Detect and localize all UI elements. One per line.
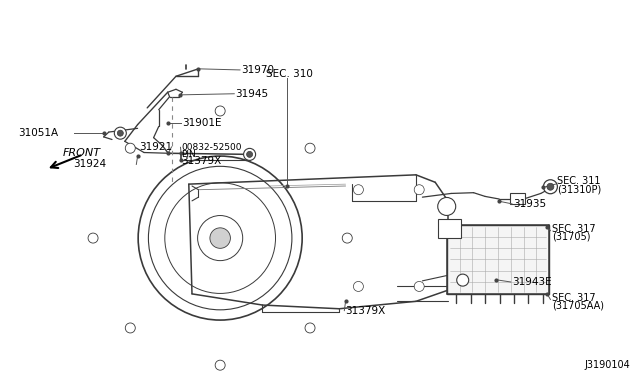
Text: J3190104: J3190104 xyxy=(585,360,630,369)
Circle shape xyxy=(457,274,468,286)
Polygon shape xyxy=(189,175,448,309)
Text: FRONT: FRONT xyxy=(63,148,100,157)
Circle shape xyxy=(353,185,364,195)
Text: SEC. 317: SEC. 317 xyxy=(552,293,595,302)
Circle shape xyxy=(125,323,135,333)
Text: 31921: 31921 xyxy=(140,142,173,152)
Text: 31945: 31945 xyxy=(236,89,269,99)
Circle shape xyxy=(342,233,352,243)
Text: 31970: 31970 xyxy=(241,65,275,75)
Circle shape xyxy=(88,233,98,243)
Text: (31705): (31705) xyxy=(552,231,590,241)
Circle shape xyxy=(543,180,557,194)
Text: SEC. 311: SEC. 311 xyxy=(557,176,600,186)
Text: SEC. 317: SEC. 317 xyxy=(552,224,595,234)
Circle shape xyxy=(125,143,135,153)
Circle shape xyxy=(353,282,364,291)
Circle shape xyxy=(215,106,225,116)
Circle shape xyxy=(244,148,255,160)
Text: (31310P): (31310P) xyxy=(557,185,601,195)
Circle shape xyxy=(246,151,253,157)
Circle shape xyxy=(305,323,315,333)
Polygon shape xyxy=(510,193,525,204)
Text: 31379X: 31379X xyxy=(181,156,221,166)
Polygon shape xyxy=(438,219,461,238)
Ellipse shape xyxy=(210,228,230,248)
Circle shape xyxy=(438,198,456,215)
Text: 31051A: 31051A xyxy=(18,128,58,138)
Circle shape xyxy=(547,183,554,190)
Circle shape xyxy=(117,130,124,136)
Text: (31705AA): (31705AA) xyxy=(552,300,604,310)
Text: 31901E: 31901E xyxy=(182,118,222,128)
Text: 31379X: 31379X xyxy=(346,306,386,315)
Text: 00832-52500: 00832-52500 xyxy=(181,143,242,152)
Text: PIN: PIN xyxy=(181,150,196,158)
Circle shape xyxy=(414,282,424,291)
Circle shape xyxy=(215,360,225,370)
Polygon shape xyxy=(447,225,549,294)
Circle shape xyxy=(115,127,126,139)
Circle shape xyxy=(414,185,424,195)
Text: 31943E: 31943E xyxy=(512,277,552,287)
Text: SEC. 310: SEC. 310 xyxy=(266,69,312,78)
Text: 31935: 31935 xyxy=(513,199,547,209)
Text: 31924: 31924 xyxy=(74,160,107,169)
Circle shape xyxy=(305,143,315,153)
